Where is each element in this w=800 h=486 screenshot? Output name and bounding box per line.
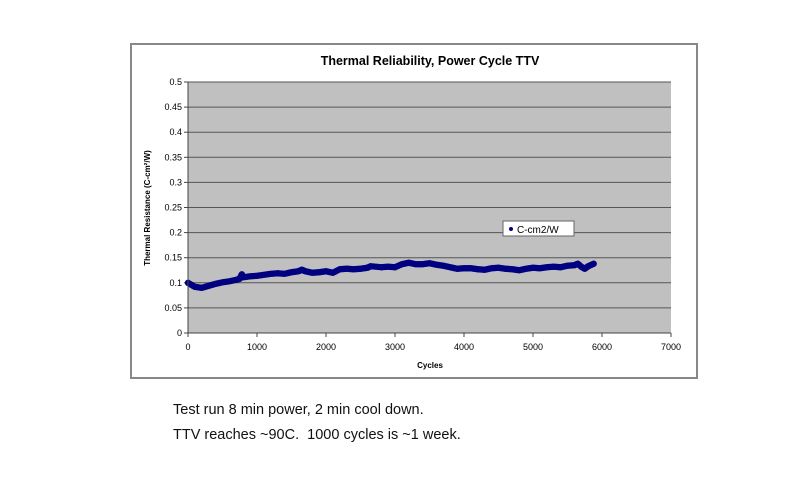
- x-tick-label: 6000: [592, 342, 612, 352]
- y-tick-label: 0.05: [164, 303, 182, 313]
- y-tick-label: 0.3: [169, 177, 182, 187]
- y-tick-label: 0.2: [169, 228, 182, 238]
- y-tick-label: 0.25: [164, 203, 182, 213]
- legend-label: C-cm2/W: [517, 225, 559, 236]
- y-tick-label: 0.1: [169, 278, 182, 288]
- legend-marker: [509, 227, 513, 231]
- data-point: [590, 260, 597, 267]
- x-tick-label: 7000: [661, 342, 681, 352]
- x-tick-label: 4000: [454, 342, 474, 352]
- chart: Thermal Reliability, Power Cycle TTV 0 0.…: [130, 43, 698, 379]
- caption-line-1: Test run 8 min power, 2 min cool down.: [173, 402, 424, 418]
- x-tick-label: 3000: [385, 342, 405, 352]
- x-axis-label: Cycles: [417, 361, 443, 370]
- legend: C-cm2/W: [502, 220, 575, 237]
- y-tick-label: 0.45: [164, 102, 182, 112]
- caption-line-2: TTV reaches ~90C. 1000 cycles is ~1 week…: [173, 427, 461, 443]
- y-axis-label: Thermal Resistance (C-cm²/W): [143, 150, 152, 266]
- y-tick-label: 0.35: [164, 152, 182, 162]
- y-tick-label: 0: [177, 328, 182, 338]
- y-tick-label: 0.5: [169, 77, 182, 87]
- x-tick-label: 0: [185, 342, 190, 352]
- x-tick-label: 1000: [247, 342, 267, 352]
- chart-title: Thermal Reliability, Power Cycle TTV: [321, 54, 540, 68]
- x-tick-label: 5000: [523, 342, 543, 352]
- y-tick-label: 0.4: [169, 127, 182, 137]
- x-tick-label: 2000: [316, 342, 336, 352]
- y-tick-label: 0.15: [164, 253, 182, 263]
